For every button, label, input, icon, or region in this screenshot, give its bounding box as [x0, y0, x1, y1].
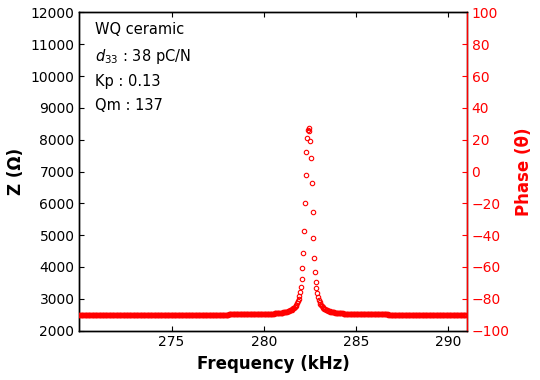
Y-axis label: Z (Ω): Z (Ω)	[7, 148, 25, 195]
Text: WQ ceramic
$d_{33}$ : 38 pC/N
Kp : 0.13
Qm : 137: WQ ceramic $d_{33}$ : 38 pC/N Kp : 0.13 …	[95, 22, 191, 112]
X-axis label: Frequency (kHz): Frequency (kHz)	[197, 355, 349, 373]
Y-axis label: Phase (θ): Phase (θ)	[515, 127, 533, 216]
